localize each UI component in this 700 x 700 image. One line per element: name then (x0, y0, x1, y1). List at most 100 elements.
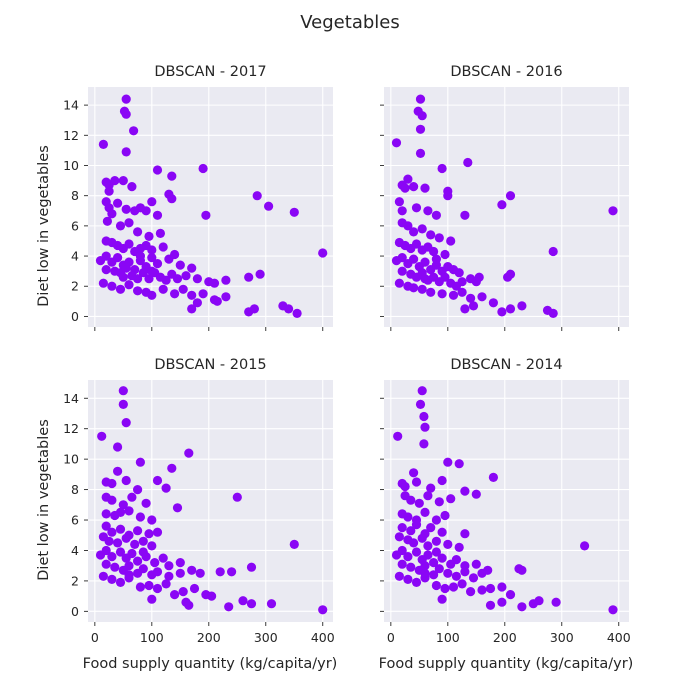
data-point (394, 197, 404, 207)
panel-title: DBSCAN - 2014 (450, 357, 562, 373)
data-point (107, 281, 117, 291)
data-point (266, 599, 277, 609)
data-point (608, 605, 618, 615)
data-point (121, 147, 131, 157)
data-point (289, 207, 299, 217)
data-point (147, 290, 157, 300)
data-point (431, 547, 441, 557)
data-point (129, 126, 139, 136)
data-point (244, 272, 254, 282)
data-point (118, 272, 128, 282)
data-point (141, 498, 151, 508)
data-point (420, 422, 430, 432)
data-point (172, 503, 183, 513)
data-point (135, 457, 145, 467)
y-tick-label: 4 (71, 249, 79, 264)
data-point (463, 157, 473, 168)
data-point (101, 265, 111, 275)
y-tick-label: 8 (71, 188, 79, 203)
data-point (192, 274, 202, 284)
data-point (400, 481, 410, 492)
data-point (147, 266, 157, 276)
data-point (505, 590, 516, 600)
data-point (457, 277, 467, 287)
data-point (488, 472, 498, 482)
data-point (101, 509, 111, 519)
data-point (517, 565, 527, 575)
data-point (249, 304, 259, 314)
data-point (110, 176, 120, 186)
data-point (101, 251, 111, 261)
data-point (107, 527, 117, 537)
data-point (488, 298, 498, 308)
data-point (187, 565, 197, 575)
data-point (189, 583, 200, 594)
data-point (393, 431, 403, 441)
data-point (446, 494, 456, 504)
data-point (548, 246, 558, 257)
data-point (127, 182, 137, 192)
data-point (318, 605, 328, 615)
data-point (426, 230, 436, 240)
panel-3: 0 100 200 300 400 0 2 4 6 8 10 12 14 DBSCAN - 2015 (63, 357, 335, 645)
data-point (118, 386, 128, 396)
data-point (118, 176, 128, 186)
data-point (394, 278, 404, 288)
data-point (155, 228, 165, 238)
data-point (446, 236, 456, 246)
data-point (133, 286, 143, 296)
data-point (477, 292, 487, 302)
data-point (124, 218, 134, 228)
data-point (517, 602, 527, 612)
data-point (468, 573, 479, 583)
data-point (246, 562, 257, 572)
x-tick-label: 300 (550, 630, 574, 645)
data-point (98, 571, 108, 581)
data-point (497, 200, 507, 210)
data-point (184, 600, 194, 610)
y-tick-label: 2 (71, 573, 79, 588)
y-tick-label: 0 (71, 309, 79, 324)
data-point (415, 399, 426, 409)
data-point (221, 275, 231, 285)
data-point (101, 545, 111, 556)
x-axis-label-left: Food supply quantity (kg/capita/yr) (83, 656, 338, 672)
data-point (212, 296, 222, 306)
data-point (167, 463, 177, 473)
data-point (135, 251, 145, 261)
data-point (420, 274, 430, 284)
data-point (505, 269, 516, 279)
data-point (121, 109, 131, 119)
data-point (158, 553, 168, 563)
data-point (107, 478, 117, 489)
x-tick-label: 100 (140, 630, 164, 645)
data-point (141, 206, 151, 216)
data-point (113, 538, 123, 548)
data-point (551, 597, 561, 607)
data-point (431, 254, 441, 264)
data-point (164, 571, 174, 581)
data-point (397, 559, 407, 569)
data-point (409, 227, 419, 237)
data-point (415, 124, 426, 134)
data-point (608, 206, 618, 216)
data-point (420, 568, 430, 578)
data-point (429, 558, 439, 568)
data-point (440, 272, 450, 282)
x-tick-label: 200 (197, 630, 221, 645)
x-tick-label: 0 (387, 630, 395, 645)
data-point (124, 280, 134, 290)
data-point (246, 599, 257, 609)
data-point (431, 515, 441, 525)
data-point (161, 579, 171, 589)
data-point (124, 506, 134, 516)
data-point (423, 541, 433, 551)
data-point (147, 594, 157, 604)
data-point (170, 590, 180, 600)
data-point (411, 203, 422, 213)
data-point (101, 559, 111, 569)
data-point (115, 507, 126, 517)
data-point (130, 539, 140, 550)
data-point (474, 272, 484, 282)
